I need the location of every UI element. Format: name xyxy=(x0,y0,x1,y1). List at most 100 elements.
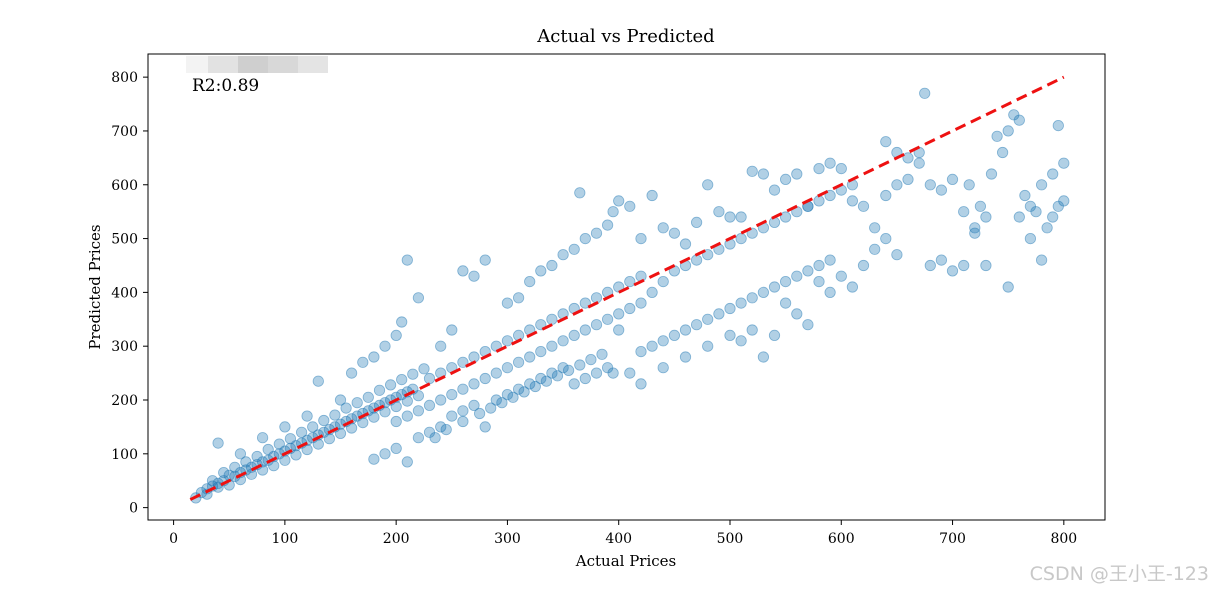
perfect-prediction-line xyxy=(189,75,1065,501)
scatter-point xyxy=(958,259,970,272)
x-axis-label: Actual Prices xyxy=(575,552,676,570)
scatter-point xyxy=(546,259,558,272)
scatter-point xyxy=(518,386,530,398)
scatter-point xyxy=(1024,233,1037,245)
scatter-point xyxy=(791,270,803,282)
y-tick-label: 800 xyxy=(111,70,138,86)
scatter-point xyxy=(256,432,269,444)
scatter-point xyxy=(1052,200,1064,212)
scatter-point xyxy=(679,324,692,336)
scatter-point xyxy=(457,265,469,277)
scatter-point xyxy=(607,206,619,218)
scatter-point xyxy=(779,173,792,185)
scatter-point xyxy=(501,388,513,401)
scatter-point xyxy=(557,335,569,347)
y-tick-label: 700 xyxy=(111,124,138,140)
scatter-point xyxy=(835,163,847,175)
scatter-point xyxy=(429,432,441,444)
x-tick-label: 400 xyxy=(605,531,632,547)
scatter-point xyxy=(379,448,391,460)
scatter-point xyxy=(396,316,408,328)
scatter-point xyxy=(479,372,491,385)
scatter-point xyxy=(724,329,736,341)
scatter-point xyxy=(891,249,903,261)
scatter-point xyxy=(507,391,519,403)
scatter-point xyxy=(813,275,825,288)
scatter-point xyxy=(1036,179,1048,191)
scatter-point xyxy=(446,410,458,422)
scatter-point xyxy=(757,351,770,363)
scatter-point xyxy=(546,340,558,352)
y-tick-label: 0 xyxy=(129,501,138,517)
y-tick-label: 500 xyxy=(111,232,138,248)
scatter-point xyxy=(813,195,825,207)
scatter-point xyxy=(857,200,870,212)
scatter-point xyxy=(351,397,363,409)
scatter-point xyxy=(779,275,792,288)
scatter-point xyxy=(440,423,452,436)
x-tick-label: 300 xyxy=(494,531,521,547)
scatter-point xyxy=(562,364,575,376)
scatter-point xyxy=(574,187,586,199)
scatter-point xyxy=(524,378,536,390)
y-tick-label: 100 xyxy=(111,447,138,463)
scatter-point xyxy=(919,87,931,99)
scatter-point xyxy=(713,206,725,218)
scatter-point xyxy=(802,265,814,277)
scatter-point xyxy=(329,409,341,421)
scatter-point xyxy=(396,373,408,386)
y-tick-label: 300 xyxy=(111,339,138,355)
scatter-point xyxy=(724,302,736,315)
scatter-point xyxy=(479,421,491,433)
scatter-point xyxy=(390,415,402,428)
scatter-point xyxy=(1036,254,1048,266)
scatter-point xyxy=(946,173,959,185)
scatter-point xyxy=(468,351,480,363)
scatter-point xyxy=(657,335,669,347)
scatter-point xyxy=(635,378,647,390)
scatter-point xyxy=(401,395,413,407)
scatter-point xyxy=(512,356,525,368)
scatter-point xyxy=(362,391,374,403)
scatter-point xyxy=(490,367,502,379)
scatter-point xyxy=(657,222,669,234)
scatter-point xyxy=(546,367,558,379)
scatter-point xyxy=(524,351,536,363)
scatter-point xyxy=(791,308,803,320)
scatter-point xyxy=(846,281,859,293)
redacted-block xyxy=(298,56,328,73)
scatter-point xyxy=(262,443,274,456)
scatter-point xyxy=(529,380,541,393)
scatter-point xyxy=(457,415,469,428)
scatter-point xyxy=(646,189,658,202)
scatter-point xyxy=(935,184,948,196)
scatter-point xyxy=(501,335,513,347)
x-tick-label: 500 xyxy=(717,531,744,547)
scatter-point xyxy=(501,297,513,309)
scatter-point xyxy=(368,351,380,363)
scatter-point xyxy=(535,265,547,277)
x-tick-label: 0 xyxy=(169,531,178,547)
scatter-point xyxy=(229,461,241,473)
scatter-point xyxy=(824,157,836,169)
redacted-block xyxy=(238,56,268,73)
scatter-point xyxy=(624,275,636,288)
scatter-point xyxy=(974,200,987,212)
scatter-point xyxy=(535,345,547,358)
scatter-point xyxy=(284,433,296,445)
scatter-point xyxy=(401,410,413,422)
scatter-point xyxy=(596,348,608,360)
scatter-point xyxy=(735,335,747,347)
scatter-point xyxy=(1002,281,1014,293)
scatter-point xyxy=(1013,211,1025,223)
scatter-point xyxy=(1019,189,1031,202)
scatter-point xyxy=(446,388,458,401)
scatter-point xyxy=(813,259,825,272)
scatter-point xyxy=(969,227,981,239)
scatter-point xyxy=(768,329,781,341)
scatter-point xyxy=(757,168,770,180)
scatter-point xyxy=(924,259,936,272)
scatter-point xyxy=(345,367,358,379)
scatter-point xyxy=(468,378,480,390)
scatter-point xyxy=(1047,211,1059,223)
